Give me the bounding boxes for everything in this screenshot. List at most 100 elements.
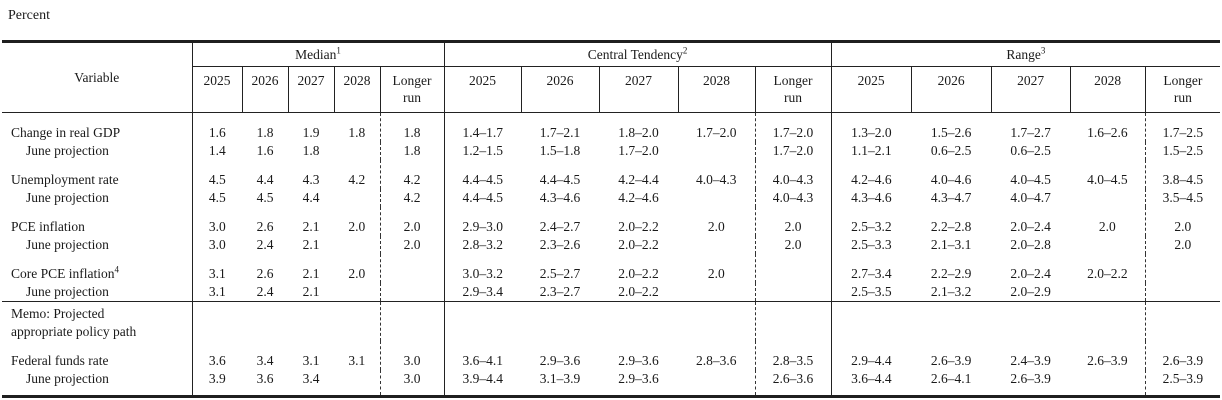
cell-central-longer-run: 2.0 xyxy=(754,207,832,236)
row-pce-inflation: PCE inflation 3.0 2.6 2.1 2.0 2.0 2.9–3.0 2.4–2… xyxy=(2,207,1221,236)
cell-median-2025: 1.6 xyxy=(208,125,226,140)
cell-central-2026: 4.4–4.5 xyxy=(539,172,581,187)
cell-range-2028 xyxy=(1070,301,1146,341)
row-unemployment-rate: Unemployment rate 4.5 4.4 4.3 4.2 4.2 4.4–4.5 4… xyxy=(2,160,1221,189)
cell-central-2027: 4.2–4.6 xyxy=(618,190,659,205)
cell-median-longer-run: 4.2 xyxy=(379,189,445,207)
cell-range-2028 xyxy=(1070,189,1145,207)
cell-range-longer-run: 1.5–2.5 xyxy=(1144,142,1221,160)
cell-central-2025: 4.4–4.5 xyxy=(443,160,522,189)
cell-median-2026: 1.6 xyxy=(256,143,274,158)
cell-central-2028: 2.8–3.6 xyxy=(696,353,737,368)
cell-median-2028: 2.0 xyxy=(348,266,366,281)
cell-median-longer-run: 1.8 xyxy=(379,142,445,160)
cell-median-longer-run: 2.0 xyxy=(379,236,445,254)
cell-median-2028 xyxy=(334,189,380,207)
header-years-row: 2025 2026 2027 2028 Longer run 2025 2026 … xyxy=(2,66,1221,113)
central-tendency-label: Central Tendency xyxy=(587,47,683,62)
cell-median-2027: 3.4 xyxy=(302,371,320,386)
cell-range-2027: 2.6–3.9 xyxy=(1010,371,1051,386)
cell-central-2025: 4.4–4.5 xyxy=(443,189,522,207)
cell-central-longer-run: 2.0 xyxy=(754,236,832,254)
central-year-2025: 2025 xyxy=(443,66,522,113)
cell-central-2026: 2.3–2.7 xyxy=(539,284,581,299)
cell-central-2027: 2.0–2.2 xyxy=(618,219,659,234)
row-label: June projection xyxy=(2,142,193,160)
cell-range-2025: 2.5–3.5 xyxy=(830,283,912,302)
cell-central-2028 xyxy=(678,283,755,302)
cell-median-2028: 3.1 xyxy=(348,353,366,368)
cell-range-2026: 2.6–3.9 xyxy=(930,353,972,368)
cell-range-longer-run: 3.8–4.5 xyxy=(1144,160,1221,189)
cell-median-2025: 4.5 xyxy=(208,172,226,187)
cell-central-2025: 2.9–3.4 xyxy=(443,283,522,302)
cell-median-2025: 1.4 xyxy=(208,143,226,158)
cell-central-2025: 1.2–1.5 xyxy=(443,142,522,160)
cell-range-2025: 2.5–3.2 xyxy=(830,207,912,236)
cell-median-2027: 3.1 xyxy=(302,353,320,368)
cell-median-2026: 2.6 xyxy=(256,219,274,234)
row-label: Unemployment rate xyxy=(2,160,193,189)
cell-central-2028: 2.0 xyxy=(707,266,725,281)
cell-central-2026: 3.1–3.9 xyxy=(539,371,581,386)
cell-median-2028: 4.2 xyxy=(348,172,366,187)
range-label: Range xyxy=(1006,47,1041,62)
unit-label: Percent xyxy=(8,8,50,23)
row-label: June projection xyxy=(2,189,193,207)
cell-median-2027: 2.1 xyxy=(302,266,320,281)
cell-range-2025: 2.7–3.4 xyxy=(830,254,912,283)
cell-central-2027: 2.0–2.2 xyxy=(618,237,659,252)
cell-central-2028 xyxy=(678,236,755,254)
row-label: Memo: Projected appropriate policy path xyxy=(2,301,193,341)
cell-range-2026: 2.2–2.8 xyxy=(930,219,972,234)
row-core-pce-inflation: Core PCE inflation4 3.1 2.6 2.1 2.0 3.0–3.2 2.… xyxy=(2,254,1221,283)
cell-median-longer-run: 3.0 xyxy=(379,370,445,397)
projections-table: Variable Median1 Central Tendency2 Range… xyxy=(2,40,1221,398)
cell-median-2026: 2.4 xyxy=(256,237,274,252)
cell-central-2025: 3.6–4.1 xyxy=(443,341,522,370)
median-section-header: Median1 xyxy=(192,41,445,67)
cell-central-2027 xyxy=(599,301,679,341)
cell-central-longer-run: 1.7–2.0 xyxy=(754,112,832,142)
cell-range-2026: 1.5–2.6 xyxy=(930,125,972,140)
cell-range-2028: 4.0–4.5 xyxy=(1087,172,1128,187)
cell-median-2027: 1.9 xyxy=(302,125,320,140)
row-label: Federal funds rate xyxy=(2,341,193,370)
cell-median-2025: 3.9 xyxy=(208,371,226,386)
cell-range-longer-run: 2.0 xyxy=(1144,236,1221,254)
cell-range-2026: 0.6–2.5 xyxy=(930,143,972,158)
row-unemployment-june-projection: June projection 4.5 4.5 4.4 4.2 4.4–4.5 4.3–4.… xyxy=(2,189,1221,207)
cell-range-2028: 1.6–2.6 xyxy=(1087,125,1128,140)
cell-range-2027: 0.6–2.5 xyxy=(1010,143,1051,158)
central-year-2026: 2026 xyxy=(520,66,600,113)
cell-median-2025 xyxy=(192,301,242,341)
cell-central-2025: 3.0–3.2 xyxy=(443,254,522,283)
range-longer-run-header: Longer run xyxy=(1144,66,1221,113)
cell-central-2025: 1.4–1.7 xyxy=(443,112,522,142)
cell-central-2027: 4.2–4.4 xyxy=(618,172,659,187)
cell-median-2027: 2.1 xyxy=(302,219,320,234)
cell-central-2028 xyxy=(678,370,755,397)
cell-median-2025: 3.1 xyxy=(208,284,226,299)
cell-median-longer-run xyxy=(379,254,445,283)
cell-range-2027 xyxy=(991,301,1071,341)
cell-range-2026: 2.6–4.1 xyxy=(930,371,972,386)
cell-median-2027: 2.1 xyxy=(302,237,320,252)
table-header: Variable Median1 Central Tendency2 Range… xyxy=(2,41,1221,113)
cell-central-2026: 2.5–2.7 xyxy=(539,266,581,281)
cell-central-2028: 4.0–4.3 xyxy=(696,172,737,187)
cell-range-2027: 4.0–4.5 xyxy=(1010,172,1051,187)
cell-central-2028 xyxy=(678,189,755,207)
cell-central-2026: 1.7–2.1 xyxy=(539,125,581,140)
cell-central-longer-run xyxy=(754,254,832,283)
cell-central-2028 xyxy=(678,142,755,160)
cell-central-2027: 1.8–2.0 xyxy=(618,125,659,140)
cell-median-2028 xyxy=(334,370,380,397)
cell-range-2027: 2.0–2.9 xyxy=(1010,284,1051,299)
range-year-2025: 2025 xyxy=(830,66,912,113)
row-federal-funds-rate: Federal funds rate 3.6 3.4 3.1 3.1 3.0 3.6–4.1… xyxy=(2,341,1221,370)
central-year-2027: 2027 xyxy=(598,66,679,113)
cell-central-2026: 2.3–2.6 xyxy=(539,237,581,252)
cell-central-2028 xyxy=(678,301,756,341)
